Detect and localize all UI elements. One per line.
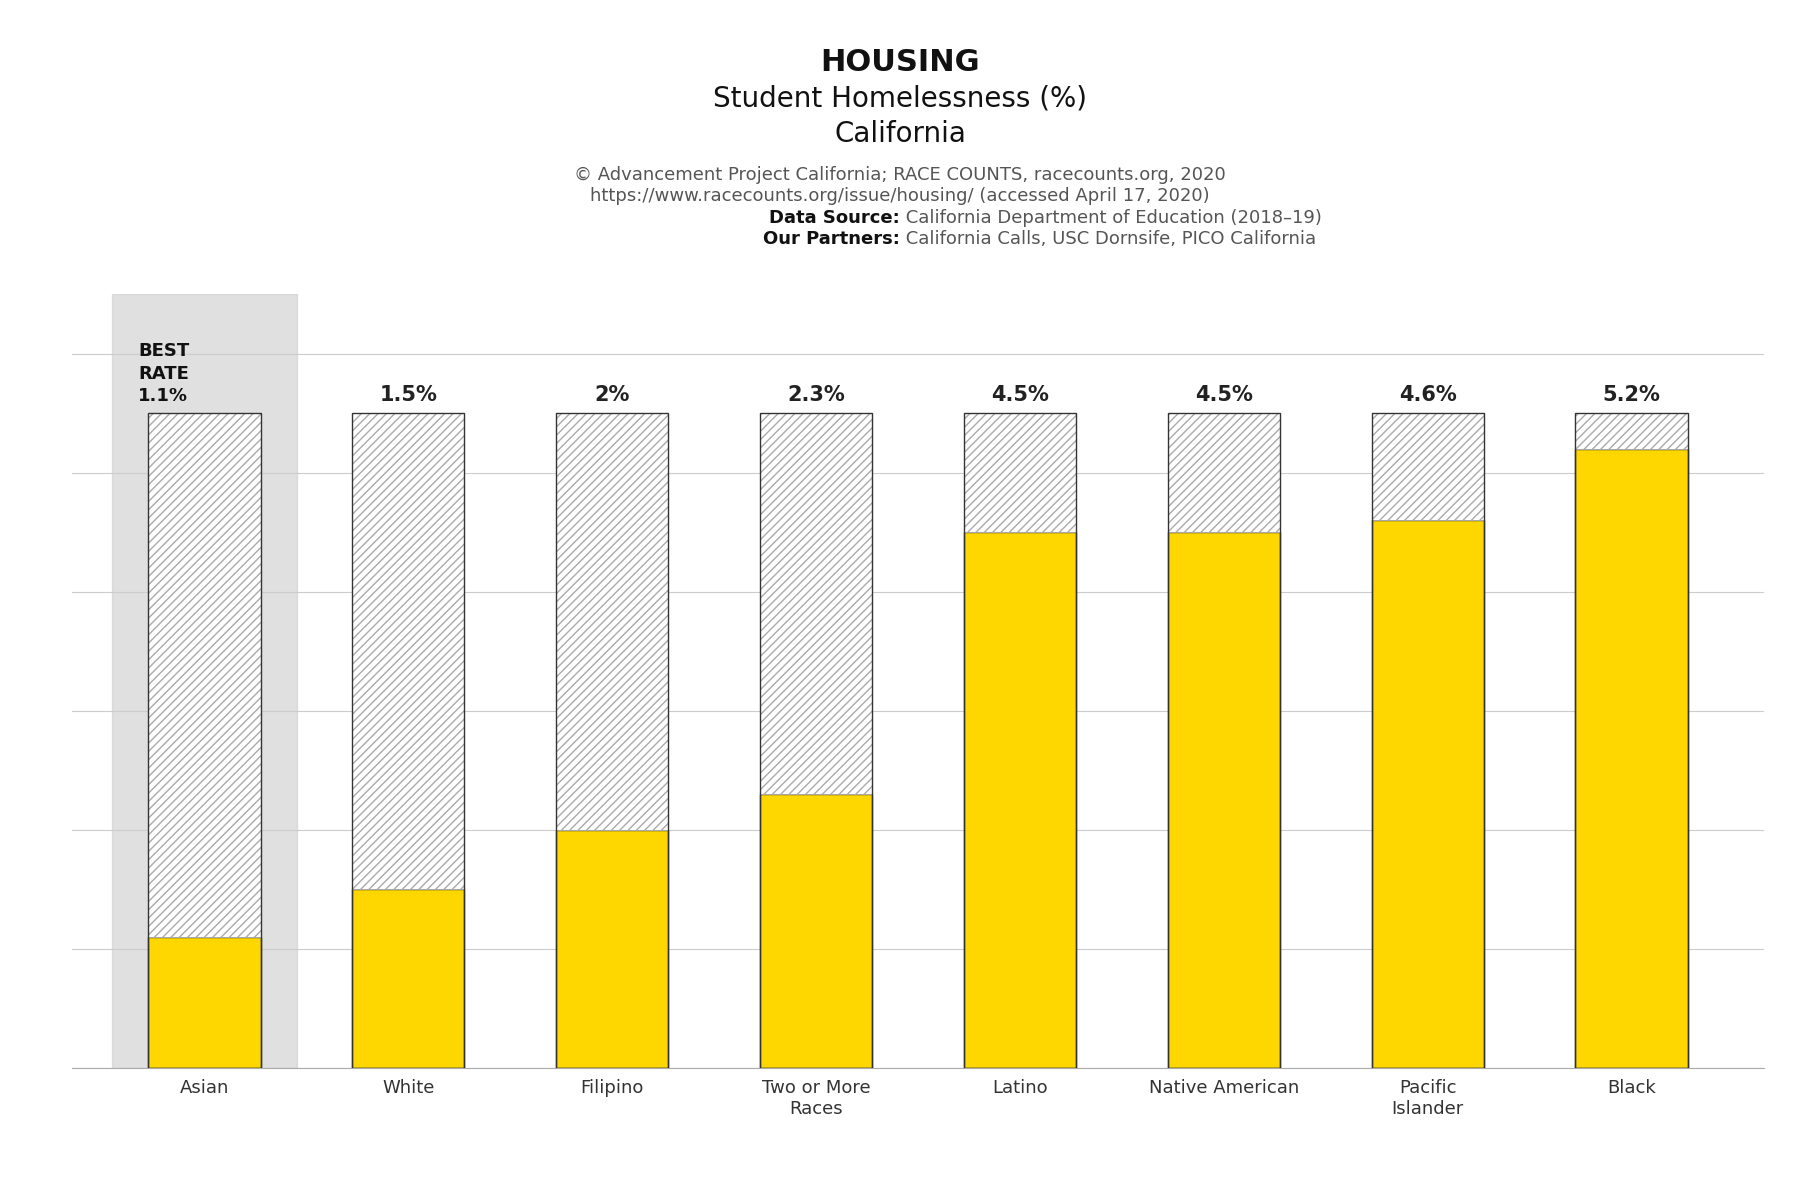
Bar [760,413,873,794]
Text: 4.5%: 4.5% [1195,385,1253,404]
Text: Our Partners:: Our Partners: [763,230,900,248]
Bar [963,413,1076,532]
Text: 5.2%: 5.2% [1602,385,1660,404]
Bar [353,413,464,889]
Bar [1168,413,1280,1068]
Text: California Department of Education (2018–19): California Department of Education (2018… [900,209,1321,227]
Bar [1575,449,1688,1068]
Text: BEST
RATE
1.1%: BEST RATE 1.1% [139,342,189,404]
Text: 2%: 2% [594,385,630,404]
Bar [148,413,261,937]
Bar [760,413,873,1068]
Bar [148,937,261,1068]
Text: https://www.racecounts.org/issue/housing/ (accessed April 17, 2020): https://www.racecounts.org/issue/housing… [590,187,1210,205]
Text: Student Homelessness (%): Student Homelessness (%) [713,84,1087,112]
Text: California: California [833,120,967,148]
Bar [963,413,1076,1068]
Text: Data Source:: Data Source: [769,209,900,227]
Text: 1.5%: 1.5% [380,385,437,404]
Bar [1575,413,1688,1068]
Bar [112,294,297,1068]
Text: California Calls, USC Dornsife, PICO California: California Calls, USC Dornsife, PICO Cal… [900,230,1316,248]
Bar [353,889,464,1068]
Bar [353,413,464,1068]
Bar [556,413,668,1068]
Text: 4.5%: 4.5% [992,385,1049,404]
Bar [963,532,1076,1068]
Bar [1372,413,1483,1068]
Bar [1372,413,1483,521]
Text: 2.3%: 2.3% [787,385,844,404]
Text: © Advancement Project California; RACE COUNTS, racecounts.org, 2020: © Advancement Project California; RACE C… [574,166,1226,184]
Bar [1168,413,1280,532]
Text: 4.6%: 4.6% [1399,385,1456,404]
Bar [148,413,261,1068]
Bar [1372,521,1483,1068]
Bar [760,794,873,1068]
Bar [556,830,668,1068]
Bar [556,413,668,830]
Text: HOUSING: HOUSING [821,48,979,77]
Bar [1168,532,1280,1068]
Bar [1575,413,1688,449]
